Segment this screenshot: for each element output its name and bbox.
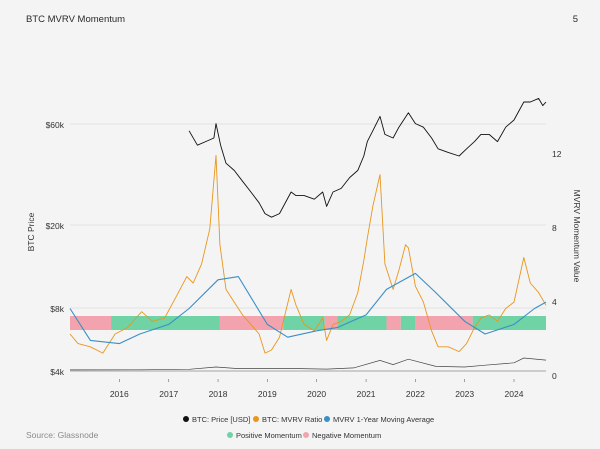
right-axis-title: MVRV Momentum Value — [572, 190, 582, 283]
legend-marker — [227, 432, 233, 438]
momentum-segment — [219, 316, 284, 330]
x-tick-label: 2017 — [159, 389, 178, 399]
gridlines — [70, 123, 546, 372]
momentum-band — [70, 316, 546, 330]
momentum-segment — [70, 316, 112, 330]
x-tick-label: 2023 — [455, 389, 474, 399]
chart-title: BTC MVRV Momentum — [26, 14, 126, 25]
right-tick-label: 4 — [552, 297, 557, 307]
left-tick-label: $60k — [46, 120, 65, 130]
source-note: Source: Glassnode — [26, 430, 99, 440]
price-series-line — [188, 97, 547, 218]
x-tick-label: 2024 — [505, 389, 524, 399]
price-inset — [69, 357, 547, 371]
legend: BTC: Price [USD] BTC: MVRV Ratio MVRV 1-Ye… — [183, 415, 434, 440]
momentum-segment — [472, 316, 546, 330]
momentum-segment — [400, 316, 416, 330]
inset-price-line — [69, 357, 547, 371]
legend-label: Negative Momentum — [312, 431, 381, 440]
mvrv-series-line — [69, 154, 547, 354]
series-layer — [69, 97, 547, 354]
page-number: 5 — [572, 14, 578, 25]
momentum-segment — [111, 316, 220, 330]
right-tick-label: 8 — [552, 223, 557, 233]
right-tick-label: 0 — [552, 371, 557, 381]
x-tick-label: 2019 — [258, 389, 277, 399]
legend-label: Positive Momentum — [236, 431, 302, 440]
legend-marker — [303, 432, 309, 438]
ma-series-line — [69, 272, 547, 345]
momentum-segment — [337, 316, 387, 330]
legend-label: BTC: MVRV Ratio — [262, 415, 322, 424]
momentum-segment — [415, 316, 473, 330]
left-tick-label: $4k — [50, 367, 64, 377]
x-tick-label: 2021 — [357, 389, 376, 399]
legend-marker — [253, 416, 259, 422]
legend-label: BTC: Price [USD] — [192, 415, 250, 424]
x-tick-label: 2022 — [406, 389, 425, 399]
momentum-segment — [324, 316, 338, 330]
x-tick-label: 2020 — [307, 389, 326, 399]
momentum-segment — [386, 316, 401, 330]
left-tick-label: $20k — [46, 221, 65, 231]
momentum-segment — [283, 316, 325, 330]
legend-label: MVRV 1-Year Moving Average — [333, 415, 434, 424]
x-tick-label: 2016 — [110, 389, 129, 399]
x-axis-ticks: 2016 2017 2018 2019 2020 2021 2022 2023 2024 — [110, 379, 524, 399]
right-tick-label: 12 — [552, 149, 562, 159]
legend-marker — [183, 416, 189, 422]
x-tick-label: 2018 — [209, 389, 228, 399]
legend-marker — [324, 416, 330, 422]
left-tick-label: $8k — [50, 304, 64, 314]
left-axis-title: BTC Price — [26, 212, 36, 251]
